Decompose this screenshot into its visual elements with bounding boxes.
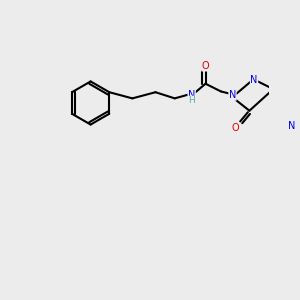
Text: N: N <box>188 89 195 100</box>
Text: N: N <box>288 121 296 131</box>
Text: N: N <box>250 75 258 85</box>
Text: O: O <box>202 61 209 71</box>
Text: H: H <box>188 96 195 105</box>
Text: O: O <box>232 123 239 133</box>
Text: N: N <box>229 90 236 100</box>
